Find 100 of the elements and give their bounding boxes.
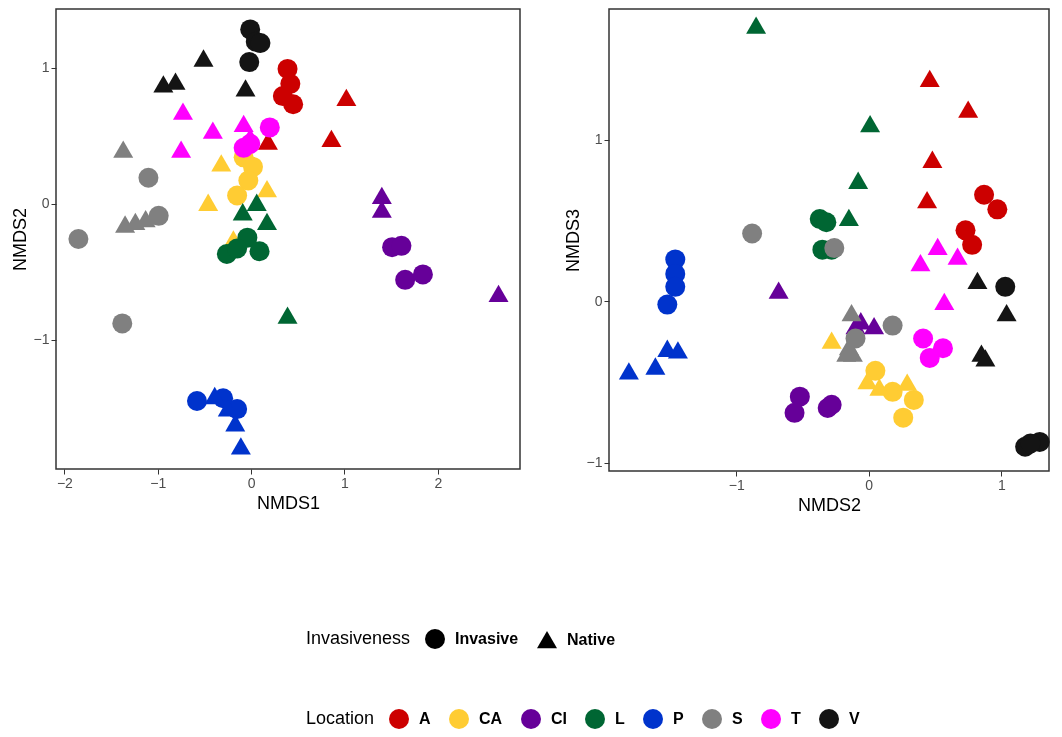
x-tick-label: 0	[865, 476, 874, 493]
point	[172, 102, 193, 120]
point	[412, 264, 433, 285]
point	[148, 205, 169, 226]
point	[865, 360, 886, 381]
point	[321, 129, 342, 147]
y-tick-label: 1	[594, 131, 603, 148]
point	[138, 167, 159, 188]
point	[838, 208, 859, 227]
legend-label: V	[849, 710, 860, 727]
point	[371, 186, 392, 205]
legend-label: CA	[479, 710, 503, 727]
point	[198, 193, 219, 211]
x-axis-title: NMDS1	[256, 492, 321, 513]
point	[897, 373, 918, 391]
point	[857, 371, 878, 390]
point	[841, 304, 862, 322]
point	[235, 79, 256, 97]
point	[917, 190, 938, 209]
point	[239, 52, 260, 73]
point	[974, 184, 995, 205]
point	[922, 150, 943, 168]
point	[903, 389, 924, 410]
point	[618, 362, 639, 380]
x-tick-label: −1	[728, 476, 745, 493]
point	[232, 203, 253, 221]
legend-label: S	[732, 710, 743, 727]
point	[113, 140, 134, 158]
point	[202, 121, 223, 139]
point	[932, 338, 953, 359]
point	[153, 75, 174, 93]
legend-title: Location	[306, 708, 375, 728]
point	[227, 238, 248, 259]
point	[860, 115, 881, 133]
point	[742, 223, 763, 244]
x-tick-label: −2	[56, 474, 74, 491]
point	[165, 72, 186, 90]
point	[927, 237, 948, 256]
point	[238, 170, 259, 191]
point	[171, 140, 192, 158]
point	[987, 199, 1008, 220]
point	[919, 347, 940, 368]
x-tick-label: 0	[247, 474, 256, 491]
point	[230, 437, 251, 455]
point	[975, 349, 996, 367]
point	[68, 229, 89, 249]
text: Invasive	[455, 630, 519, 647]
point	[259, 117, 280, 138]
point	[667, 341, 688, 359]
legend-label: A	[419, 710, 431, 727]
point	[746, 16, 767, 34]
y-axis-title: NMDS2	[9, 207, 30, 272]
point	[919, 69, 940, 88]
legend-label: P	[673, 710, 684, 727]
point	[283, 94, 304, 115]
point	[864, 316, 885, 335]
point	[112, 313, 133, 334]
point	[336, 88, 357, 107]
point	[227, 185, 248, 206]
point	[233, 114, 254, 132]
x-tick-label: −1	[150, 474, 167, 491]
y-tick-label: −1	[586, 454, 603, 471]
point	[995, 276, 1016, 297]
point	[910, 253, 931, 272]
point	[947, 247, 968, 265]
point	[277, 306, 298, 324]
legend-label: CI	[551, 710, 567, 727]
legend-label: L	[615, 710, 625, 727]
point	[249, 241, 270, 262]
y-tick-label: 1	[41, 59, 50, 76]
y-tick-label: −1	[33, 331, 50, 348]
point	[789, 386, 810, 407]
point	[186, 390, 207, 411]
point	[488, 284, 509, 303]
point	[211, 154, 232, 172]
point	[193, 49, 214, 67]
point	[967, 271, 988, 290]
point	[913, 328, 934, 349]
point	[784, 402, 805, 423]
point	[246, 193, 267, 211]
point	[821, 331, 842, 349]
point	[256, 179, 277, 198]
legend-label: T	[791, 710, 801, 727]
point	[893, 407, 914, 428]
text: Native	[567, 630, 616, 648]
x-axis-title: NMDS2	[797, 494, 862, 515]
x-tick-label: 1	[997, 476, 1006, 493]
point	[256, 212, 277, 230]
point	[848, 171, 869, 189]
y-tick-label: 0	[41, 195, 50, 212]
point	[882, 315, 903, 336]
x-tick-label: 1	[341, 474, 350, 491]
point	[657, 294, 678, 315]
y-tick-label: 0	[594, 292, 603, 309]
point	[934, 292, 955, 311]
point	[996, 304, 1017, 322]
y-axis-title: NMDS3	[562, 208, 583, 273]
text: Invasiveness	[306, 628, 411, 648]
point	[816, 212, 837, 233]
point	[768, 281, 789, 299]
